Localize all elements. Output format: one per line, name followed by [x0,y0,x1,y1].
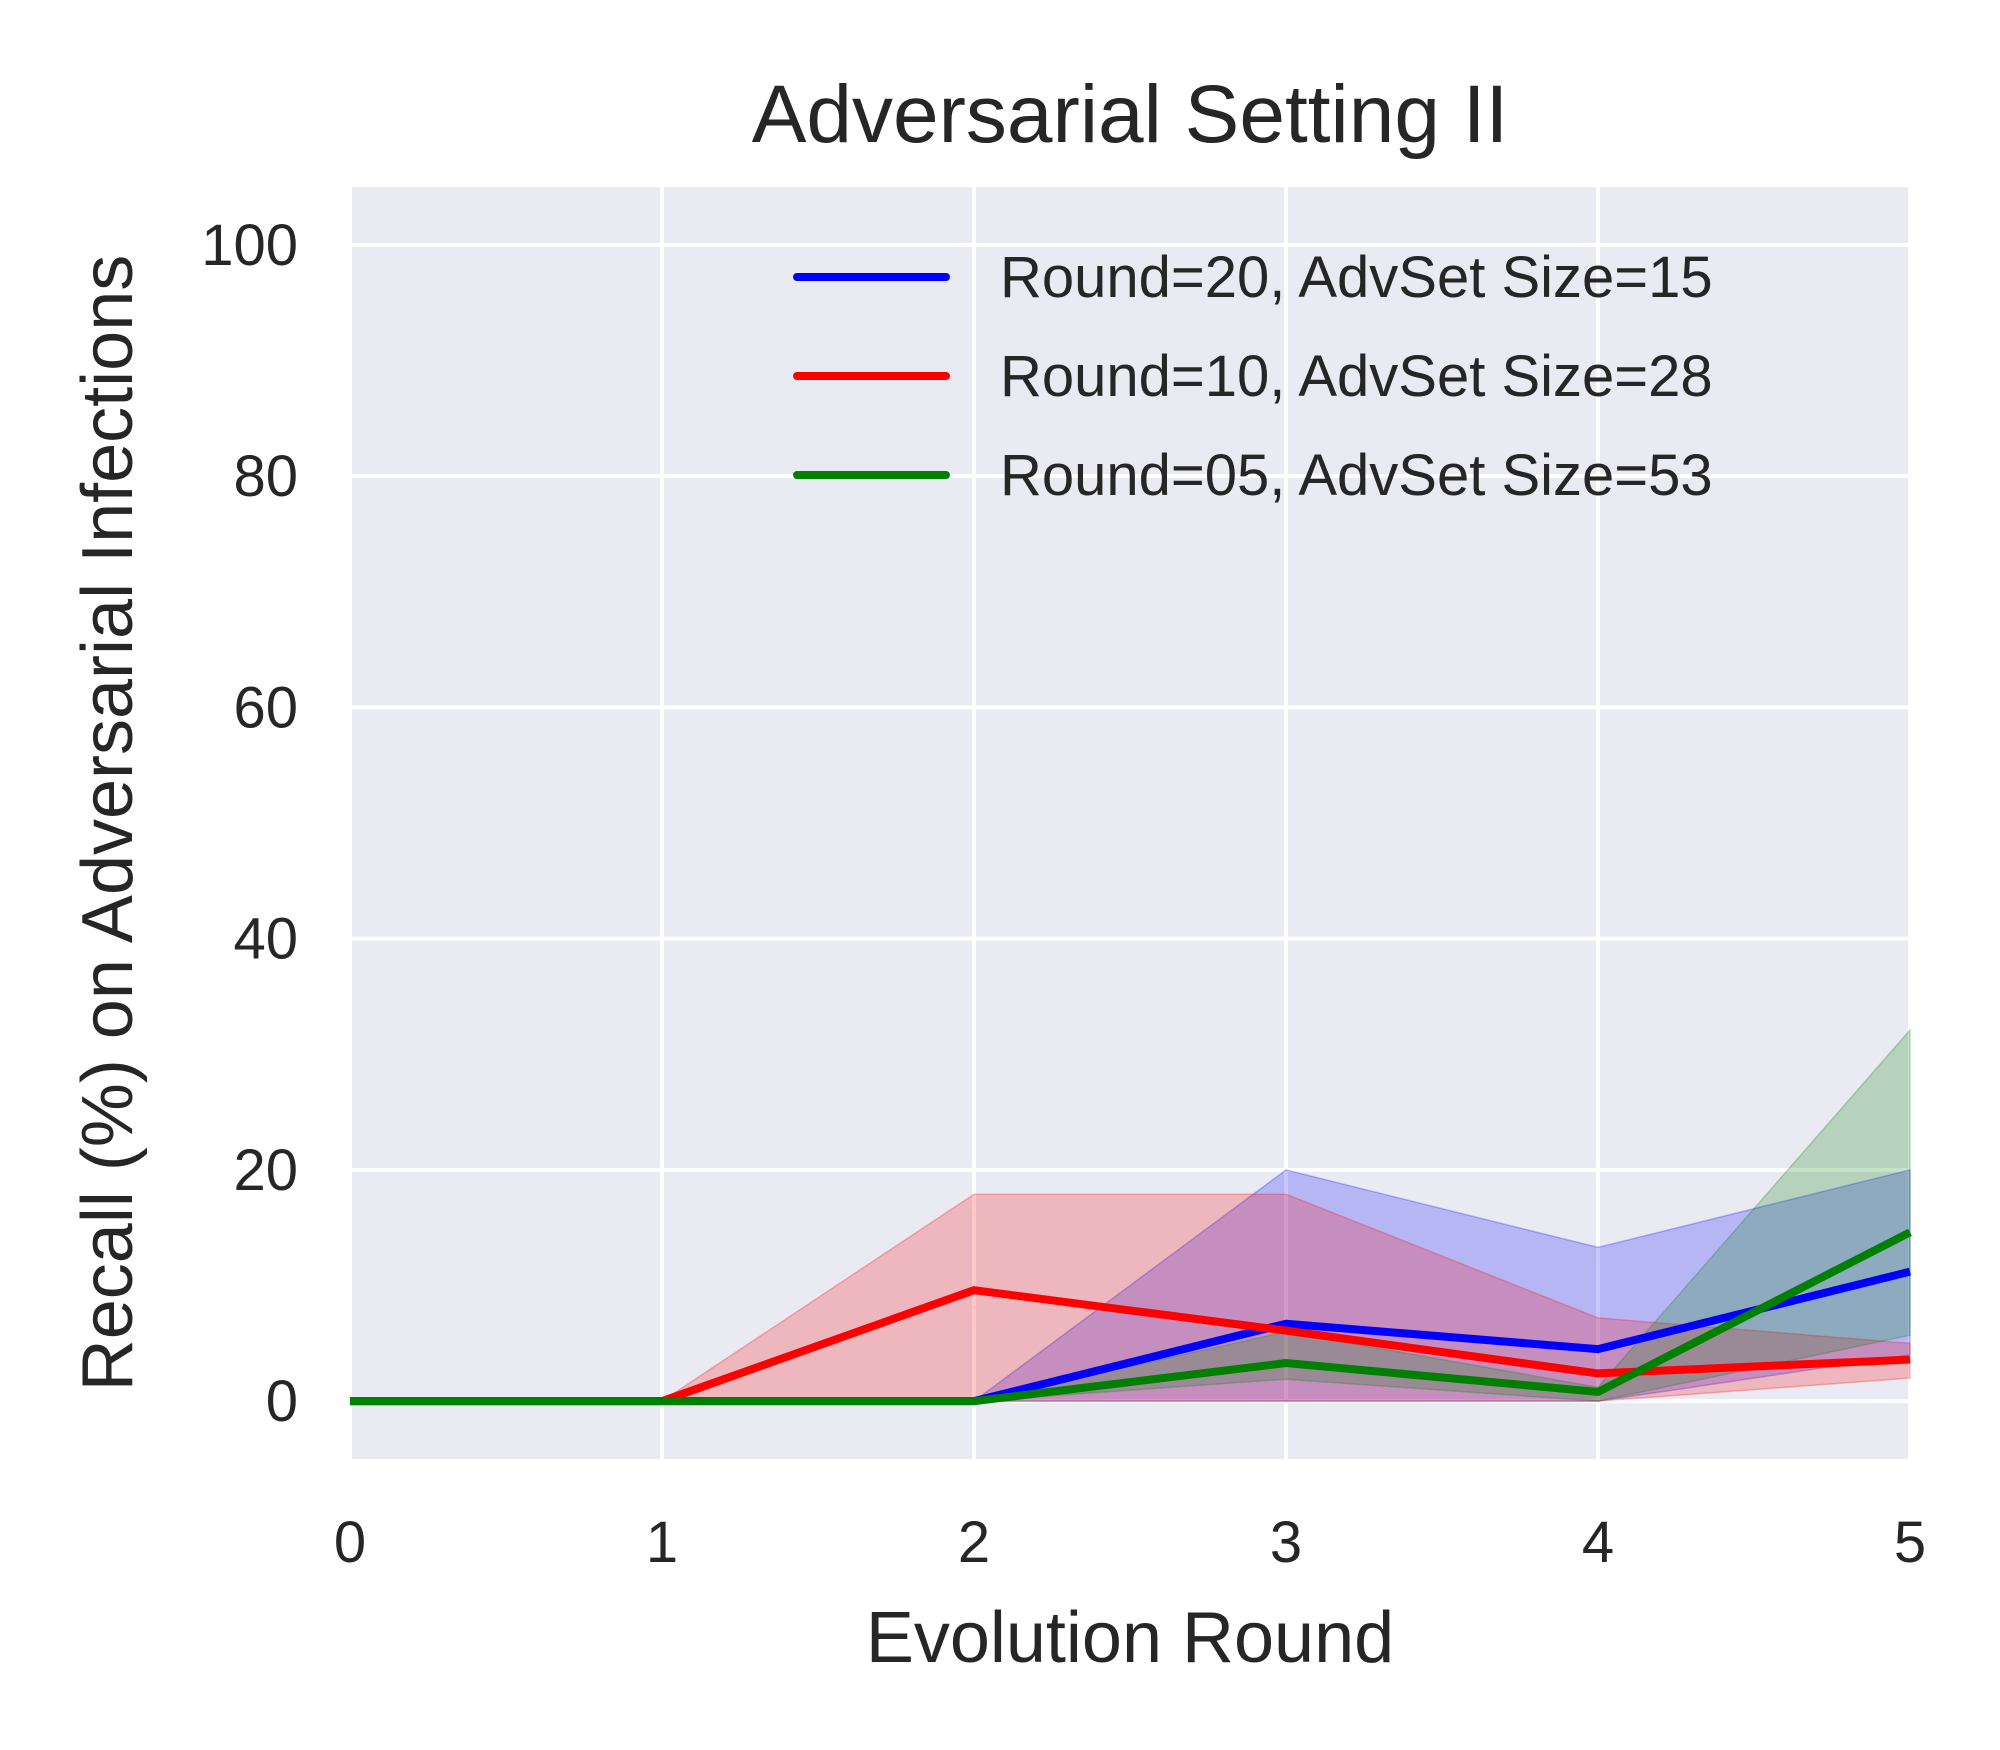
series-line [350,1228,1912,1406]
x-tick-label: 4 [1582,1510,1614,1575]
y-tick-label: 100 [201,213,298,278]
x-tick-labels: 0 1 2 3 4 5 [334,1510,1926,1575]
x-tick-label: 5 [1894,1510,1926,1575]
y-tick-labels: 0 20 40 60 80 100 [201,213,298,1434]
series-lines [350,1228,1912,1406]
legend-label: Round=10, AdvSet Size=28 [1000,344,1713,409]
x-tick-label: 1 [646,1510,678,1575]
x-axis-label: Evolution Round [866,1598,1394,1678]
legend-label: Round=20, AdvSet Size=15 [1000,245,1713,310]
x-tick-label: 2 [958,1510,990,1575]
legend: Round=20, AdvSet Size=15 Round=10, AdvSet… [793,245,1713,508]
x-tick-label: 0 [334,1510,366,1575]
y-tick-label: 80 [233,444,298,509]
grid [348,187,1912,1459]
y-tick-label: 20 [233,1138,298,1203]
plot-background [350,187,1910,1459]
y-axis-label: Recall (%) on Adversarial Infections [68,255,148,1392]
y-tick-label: 40 [233,907,298,972]
y-tick-label: 0 [266,1369,298,1434]
chart-title: Adversarial Setting II [752,69,1509,160]
x-tick-label: 3 [1270,1510,1302,1575]
legend-label: Round=05, AdvSet Size=53 [1000,443,1713,508]
y-tick-label: 60 [233,675,298,740]
